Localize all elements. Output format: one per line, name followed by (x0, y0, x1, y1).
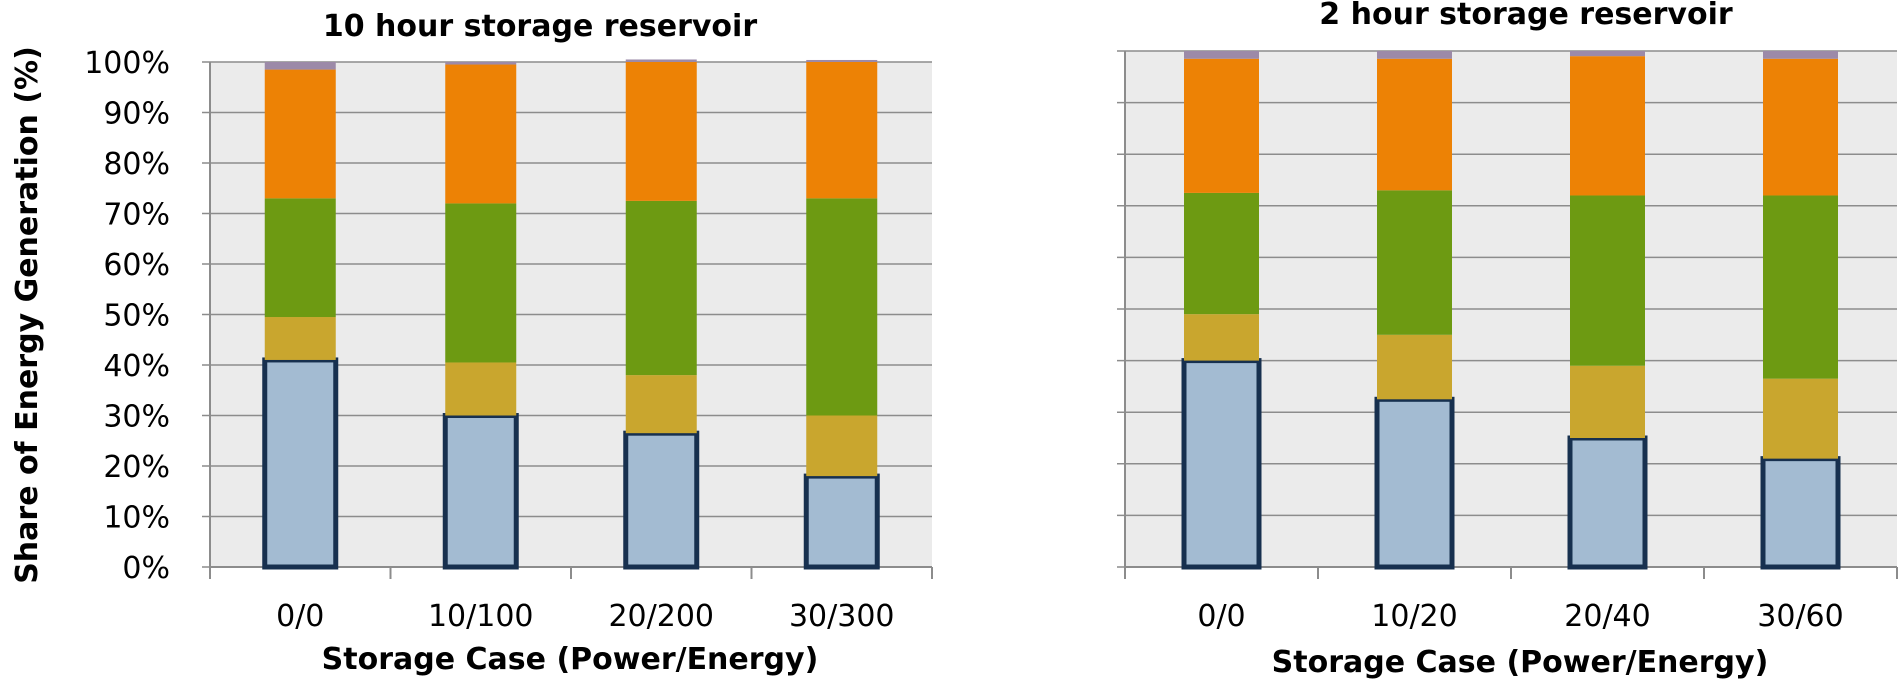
bar-segment-2 (1184, 192, 1259, 315)
x-tick-label: 20/40 (1564, 599, 1650, 634)
bar-segment-2 (1377, 190, 1452, 335)
bar-segment-1 (1184, 314, 1259, 361)
y-tick-label: 80% (103, 147, 170, 182)
bar-segment-3 (1763, 58, 1838, 196)
bar-segment-2 (1570, 195, 1645, 366)
bar-segment-3 (264, 69, 336, 199)
bar-segment-4 (806, 59, 878, 62)
bar-segment-2 (445, 203, 517, 363)
y-tick-label: 10% (103, 501, 170, 536)
bar-segment-3 (1377, 58, 1452, 191)
bar-segment-3 (445, 64, 517, 204)
x-tick-label: 20/200 (608, 599, 714, 634)
y-axis-label: Share of Energy Generation (%) (10, 46, 45, 584)
chart-title-10-hour: 10 hour storage reservoir (323, 9, 757, 44)
bar-segment-1 (806, 415, 878, 477)
y-tick-label: 90% (103, 97, 170, 132)
bar-segment-3 (806, 62, 878, 199)
x-tick-labels-10-hour: 0/0 10/100 20/200 30/300 (276, 599, 894, 634)
y-tick-label: 60% (103, 248, 170, 283)
bar-segment-1 (625, 375, 697, 434)
bar-segment-4 (1570, 51, 1645, 57)
y-tick-label: 50% (103, 299, 170, 334)
bar-segment-4 (445, 62, 517, 65)
bar-segment-0 (1760, 456, 1841, 570)
bar-segment-4 (1377, 51, 1452, 59)
bar-segment-3 (1570, 56, 1645, 196)
y-tick-labels-10-hour: 0% 10% 20% 30% 40% 50% 60% 70% 80% 90% 100% (84, 46, 170, 586)
x-tick-label: 10/100 (428, 599, 534, 634)
bar-segment-1 (1570, 365, 1645, 438)
x-tick-label: 30/60 (1757, 599, 1843, 634)
bar-segment-0 (803, 473, 880, 570)
bar-segment-2 (264, 198, 336, 318)
y-tick-label: 70% (103, 198, 170, 233)
x-tick-labels-2-hour: 0/0 10/20 20/40 30/60 (1197, 599, 1843, 634)
bar-segment-2 (625, 200, 697, 376)
bar-segment-4 (1184, 51, 1259, 59)
chart-10-hour: 0% 10% 20% 30% 40% 50% 60% 70% 80% 90% 100% 0/0 10/… (10, 9, 933, 677)
chart-2-hour: 0/0 10/20 20/40 30/60 2 hour storage reserv… (1117, 0, 1898, 679)
bar-segment-1 (1377, 334, 1452, 400)
bar-segment-4 (1763, 51, 1838, 59)
y-tick-label: 20% (103, 450, 170, 485)
bar-segment-2 (1763, 195, 1838, 379)
y-tick-label: 30% (103, 400, 170, 435)
y-tick-label: 40% (103, 349, 170, 384)
x-tick-label: 10/20 (1371, 599, 1457, 634)
x-tick-label: 0/0 (276, 599, 324, 634)
bar-segment-0 (1567, 435, 1648, 570)
bar-segment-4 (264, 62, 336, 70)
y-tick-label: 0% (122, 551, 170, 586)
bar-segment-0 (1181, 358, 1262, 570)
bar-segment-1 (264, 317, 336, 360)
bar-segment-1 (1763, 378, 1838, 459)
x-axis-label-2-hour: Storage Case (Power/Energy) (1272, 645, 1769, 679)
bar-segment-3 (1184, 58, 1259, 193)
y-tick-label: 100% (84, 46, 170, 81)
bars-10-hour (262, 59, 880, 570)
bar-segment-0 (262, 357, 339, 570)
chart-title-2-hour: 2 hour storage reservoir (1319, 0, 1733, 32)
bar-segment-4 (625, 59, 697, 62)
x-tick-label: 0/0 (1197, 599, 1245, 634)
bar-segment-1 (445, 362, 517, 416)
bar-segment-0 (1374, 396, 1455, 570)
bar-segment-3 (625, 62, 697, 201)
bars-2-hour (1181, 51, 1841, 570)
bar-segment-2 (806, 198, 878, 416)
bar-segment-0 (623, 430, 700, 570)
x-tick-label: 30/300 (789, 599, 895, 634)
x-axis-label-10-hour: Storage Case (Power/Energy) (322, 642, 819, 677)
bar-segment-0 (442, 413, 519, 570)
